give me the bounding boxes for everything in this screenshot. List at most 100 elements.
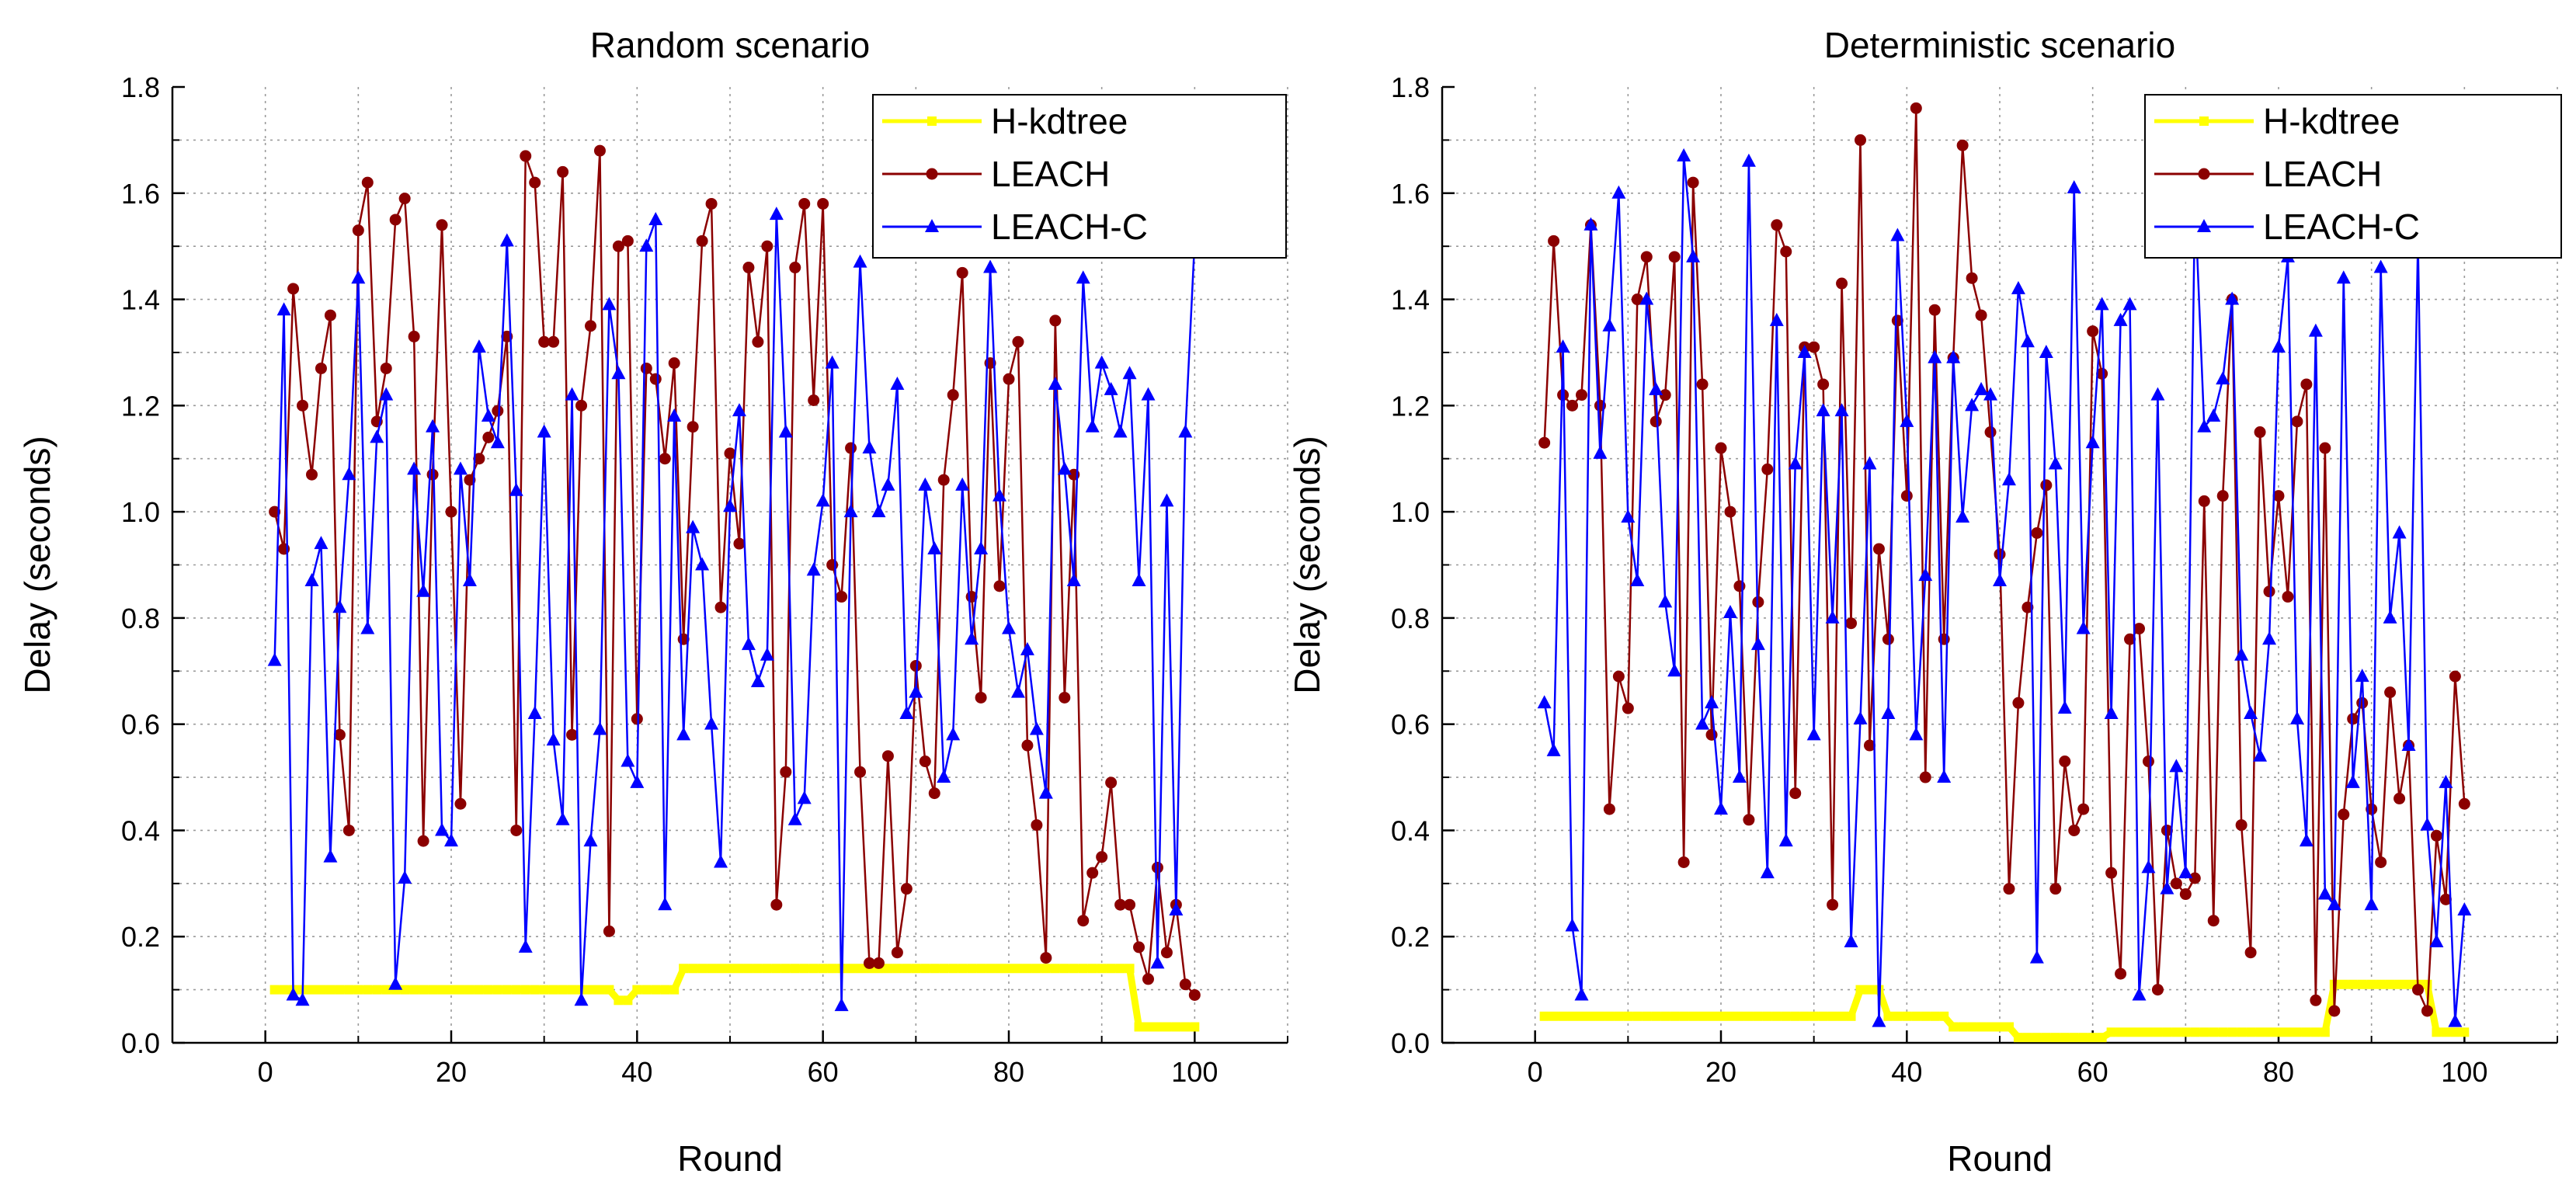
y-tick-label: 0.2 [121,921,160,953]
leach-data-point [780,766,792,778]
leach-c-data-point [1565,918,1580,932]
leach-data-point [845,442,857,454]
leach-c-data-point [398,870,412,884]
leach-c-legend-label: LEACH-C [2263,207,2420,247]
leach-c-data-point [2392,525,2407,539]
leach-c-data-point [1909,727,1924,741]
h-kdtree-data-point [660,985,670,995]
h-kdtree-data-point [2143,1027,2154,1037]
leach-data-point [1956,139,1969,151]
leach-c-data-point [1844,934,1858,948]
h-kdtree-data-point [353,985,363,995]
leach-c-data-point [416,583,431,597]
leach-c-data-point [1132,573,1146,587]
leach-data-point [1622,702,1634,714]
leach-c-data-point [2253,748,2268,762]
h-kdtree-data-point [1865,985,1875,995]
deterministic-y-axis-title: Delay (seconds) [1287,436,1327,693]
leach-data-point [1687,176,1699,189]
h-kdtree-data-point [1087,964,1097,974]
leach-data-point [1096,851,1108,863]
leach-data-point [1910,102,1922,114]
leach-c-data-point [871,504,886,518]
leach-data-point [947,389,959,401]
h-kdtree-data-point [818,964,828,974]
leach-c-data-point [899,705,914,719]
leach-c-data-point [2308,323,2323,337]
leach-data-point [2049,883,2062,895]
h-kdtree-data-point [641,985,652,995]
h-kdtree-data-point [707,964,717,974]
leach-data-point [1040,952,1052,964]
x-tick-label: 60 [808,1056,839,1088]
leach-c-data-point [2206,408,2221,422]
y-tick-label: 1.6 [1391,178,1430,210]
x-tick-label: 100 [1171,1056,1218,1088]
leach-c-data-point [2439,774,2453,788]
leach-c-data-point [2373,259,2388,273]
leach-data-point [445,505,457,518]
leach-c-data-point [2420,817,2435,831]
h-kdtree-data-point [530,985,540,995]
leach-c-data-point [2039,344,2053,358]
leach-data-point [993,580,1006,592]
leach-c-data-point [834,998,849,1012]
leach-data-point [1105,776,1118,789]
leach-data-point [2338,808,2350,821]
leach-c-data-point [2169,759,2184,773]
h-kdtree-data-point [2088,1033,2098,1043]
random-series-leach-c [267,207,1202,1012]
leach-c-data-point [1881,705,1896,719]
leach-c-data-point [1066,573,1081,587]
leach-c-data-point [1169,902,1184,916]
leach-c-data-point [1002,620,1016,634]
h-kdtree-data-point [2227,1027,2237,1037]
leach-data-point [1863,739,1876,752]
leach-data-point [454,797,467,810]
h-kdtree-data-point [372,985,382,995]
h-kdtree-data-point [623,995,633,1006]
y-tick-label: 0.4 [1391,815,1430,846]
h-kdtree-data-point [1004,964,1013,974]
leach-data-point [752,335,764,348]
leach-c-data-point [490,435,505,449]
h-kdtree-data-point [2422,979,2432,989]
h-kdtree-data-point [2310,1027,2320,1037]
leach-c-data-point [2132,987,2147,1001]
h-kdtree-data-point [855,964,865,974]
leach-data-point [640,362,652,374]
leach-c-data-point [1178,424,1193,438]
h-kdtree-data-point [502,985,512,995]
leach-c-data-point [2272,339,2286,353]
leach-data-point [705,197,718,210]
leach-c-data-point [1965,398,1980,412]
leach-c-data-point [1141,387,1156,401]
x-tick-label: 20 [1705,1056,1736,1088]
leach-c-data-point [1946,349,1961,363]
h-kdtree-data-point [2320,1027,2330,1037]
leach-data-point [2412,984,2424,996]
leach-c-data-point [2355,669,2369,683]
leach-c-data-point [1760,865,1775,879]
h-kdtree-data-point [2181,1027,2191,1037]
h-kdtree-data-point [976,964,986,974]
leach-c-data-point [1993,573,2007,587]
leach-c-data-point [1649,381,1663,395]
leach-data-point [1049,314,1062,327]
y-tick-label: 0.6 [121,709,160,741]
leach-c-data-point [2029,950,2044,964]
leach-c-data-point [1556,339,1570,353]
leach-c-data-point [574,992,589,1006]
leach-c-data-point [1159,493,1174,507]
leach-data-point [1086,867,1099,879]
leach-c-legend-marker [925,219,939,232]
h-kdtree-data-point [1595,1011,1605,1021]
leach-data-point [956,266,968,279]
h-kdtree-data-point [1614,1011,1624,1021]
h-kdtree-data-point [1670,1011,1680,1021]
h-kdtree-data-point [1893,1011,1903,1021]
leach-data-point [2142,756,2154,768]
h-kdtree-data-point [428,985,438,995]
h-kdtree-data-point [762,964,772,974]
